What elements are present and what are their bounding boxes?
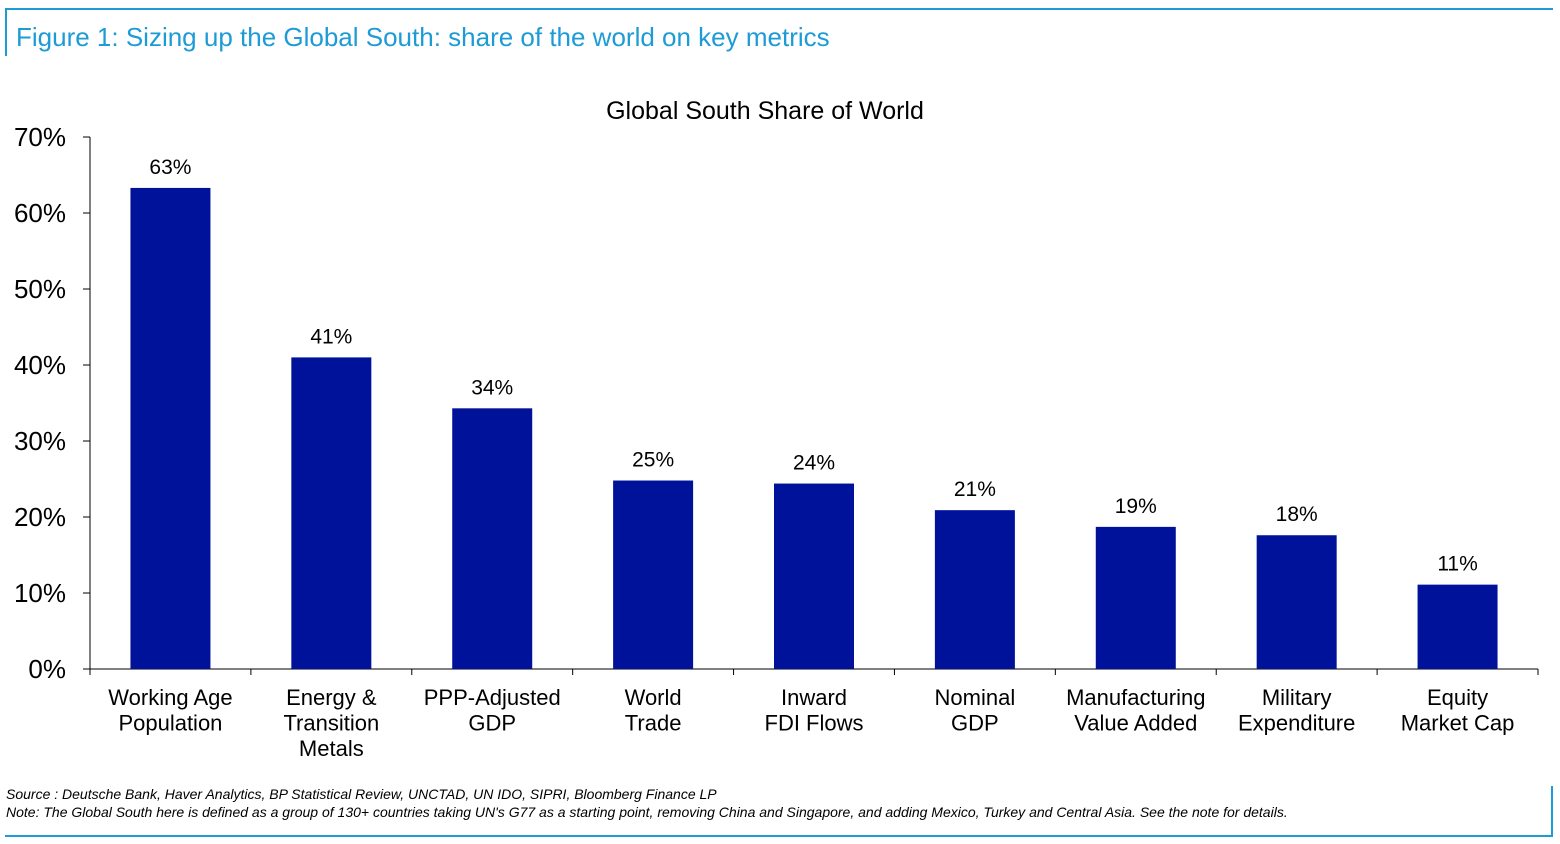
frame-top-border — [5, 8, 1553, 10]
x-category-label: World Trade — [625, 685, 682, 736]
frame-right-border — [1551, 786, 1553, 837]
bar — [291, 357, 372, 669]
x-category-label-line: GDP — [468, 711, 516, 736]
figure-title: Figure 1: Sizing up the Global South: sh… — [16, 22, 830, 52]
bar — [1417, 584, 1498, 669]
bar-data-label: 24% — [793, 452, 835, 475]
x-category-label-line: Military — [1262, 685, 1332, 710]
bar — [774, 483, 854, 669]
y-tick-label: 0% — [28, 654, 66, 684]
frame-left-border — [5, 8, 7, 56]
x-category-label: PPP-Adjusted GDP — [424, 685, 561, 736]
source-note: Source : Deutsche Bank, Haver Analytics,… — [6, 786, 717, 802]
footnotes: Source : Deutsche Bank, Haver Analytics,… — [6, 785, 1288, 821]
x-category-label: Manufacturing Value Added — [1066, 685, 1205, 736]
x-category-label: Working Age Population — [108, 685, 232, 736]
x-category-label-line: GDP — [951, 711, 999, 736]
frame-bottom-border — [5, 835, 1553, 837]
x-category-label: Energy & Transition Metals — [283, 685, 379, 761]
x-category-label-line: Energy & — [286, 685, 377, 710]
x-category-label-line: Trade — [625, 711, 682, 736]
bar-data-label: 41% — [310, 325, 352, 348]
x-category-label-line: Working Age — [108, 685, 232, 710]
y-tick-label: 50% — [14, 274, 66, 304]
chart-data-labels: 63% 41% 34% 25% 24% 21% 19% 18% 11% — [149, 156, 1477, 576]
bar — [452, 408, 533, 669]
x-category-label: Inward FDI Flows — [765, 685, 864, 736]
bar-data-label: 34% — [471, 376, 513, 399]
x-category-label-line: PPP-Adjusted — [424, 685, 561, 710]
bar — [1256, 535, 1337, 669]
y-tick-label: 60% — [14, 198, 66, 228]
bar — [613, 480, 694, 669]
chart-title: Global South Share of World — [606, 97, 924, 125]
x-category-label-line: Expenditure — [1238, 711, 1355, 736]
y-tick-label: 20% — [14, 502, 66, 532]
x-category-label-line: World — [625, 685, 682, 710]
definition-note: Note: The Global South here is defined a… — [6, 804, 1288, 820]
x-category-label-line: Population — [118, 711, 222, 736]
y-tick-label: 30% — [14, 426, 66, 456]
x-category-label-line: FDI Flows — [765, 711, 864, 736]
y-tick-label: 70% — [14, 122, 66, 152]
x-category-label-line: Metals — [299, 736, 364, 761]
bar-data-label: 11% — [1437, 553, 1477, 576]
y-tick-label: 40% — [14, 350, 66, 380]
x-category-label-line: Value Added — [1074, 711, 1197, 736]
bar-data-label: 25% — [632, 449, 674, 472]
bar-data-label: 18% — [1276, 503, 1318, 526]
x-category-label: Equity Market Cap — [1401, 685, 1515, 736]
x-category-label-line: Equity — [1427, 685, 1488, 710]
chart-bars — [130, 187, 1498, 670]
bar — [130, 187, 211, 670]
bar-data-label: 21% — [954, 478, 996, 501]
y-tick-label: 10% — [14, 578, 66, 608]
x-category-label-line: Manufacturing — [1066, 685, 1205, 710]
x-category-label-line: Nominal — [935, 685, 1016, 710]
x-category-label-line: Transition — [283, 711, 379, 736]
bar — [1095, 526, 1176, 669]
x-category-label-line: Inward — [781, 685, 847, 710]
x-category-label: Nominal GDP — [935, 685, 1016, 736]
bar-data-label: 19% — [1115, 495, 1157, 518]
x-category-label: Military Expenditure — [1238, 685, 1355, 736]
x-category-label-line: Market Cap — [1401, 711, 1515, 736]
bar-data-label: 63% — [149, 156, 191, 179]
bar — [934, 510, 1015, 669]
